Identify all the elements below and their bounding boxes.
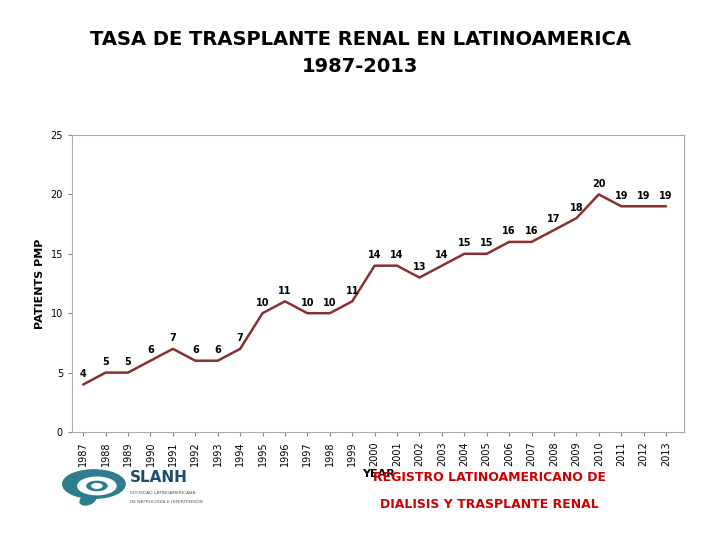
Text: 18: 18 [570, 202, 583, 213]
Ellipse shape [80, 495, 96, 505]
Circle shape [78, 477, 116, 495]
Text: 7: 7 [237, 333, 243, 343]
Text: 15: 15 [457, 238, 471, 248]
Text: 6: 6 [192, 345, 199, 355]
X-axis label: YEAR: YEAR [361, 469, 395, 478]
Text: SLANH: SLANH [130, 470, 188, 485]
Text: DIALISIS Y TRASPLANTE RENAL: DIALISIS Y TRASPLANTE RENAL [380, 498, 599, 511]
Text: 10: 10 [301, 298, 314, 308]
Text: 14: 14 [435, 250, 449, 260]
Circle shape [92, 484, 102, 488]
Text: 7: 7 [169, 333, 176, 343]
Text: 20: 20 [592, 179, 606, 189]
Text: 10: 10 [256, 298, 269, 308]
Text: DE NEFROLOGÍA E HIPERTENSIÓN: DE NEFROLOGÍA E HIPERTENSIÓN [130, 501, 203, 504]
Text: 6: 6 [215, 345, 221, 355]
Text: 14: 14 [368, 250, 382, 260]
Text: 5: 5 [102, 357, 109, 367]
Text: 5: 5 [125, 357, 132, 367]
Text: 15: 15 [480, 238, 493, 248]
Text: 4: 4 [80, 369, 86, 379]
Text: 16: 16 [503, 226, 516, 237]
Text: 1987-2013: 1987-2013 [302, 57, 418, 76]
Text: 17: 17 [547, 214, 561, 225]
Text: 19: 19 [614, 191, 628, 201]
Text: 19: 19 [660, 191, 672, 201]
Text: 19: 19 [637, 191, 650, 201]
Text: 11: 11 [346, 286, 359, 296]
Text: SOCIEDAD LATINOAMERICANA: SOCIEDAD LATINOAMERICANA [130, 491, 196, 495]
Text: TASA DE TRASPLANTE RENAL EN LATINOAMERICA: TASA DE TRASPLANTE RENAL EN LATINOAMERIC… [89, 30, 631, 49]
Circle shape [63, 470, 125, 498]
Circle shape [87, 481, 107, 490]
Text: 11: 11 [278, 286, 292, 296]
Text: 14: 14 [390, 250, 404, 260]
Y-axis label: PATIENTS PMP: PATIENTS PMP [35, 238, 45, 329]
Text: 16: 16 [525, 226, 539, 237]
Text: 10: 10 [323, 298, 336, 308]
Text: REGISTRO LATINOAMERICANO DE: REGISTRO LATINOAMERICANO DE [373, 471, 606, 484]
Text: 13: 13 [413, 262, 426, 272]
Text: 6: 6 [147, 345, 154, 355]
